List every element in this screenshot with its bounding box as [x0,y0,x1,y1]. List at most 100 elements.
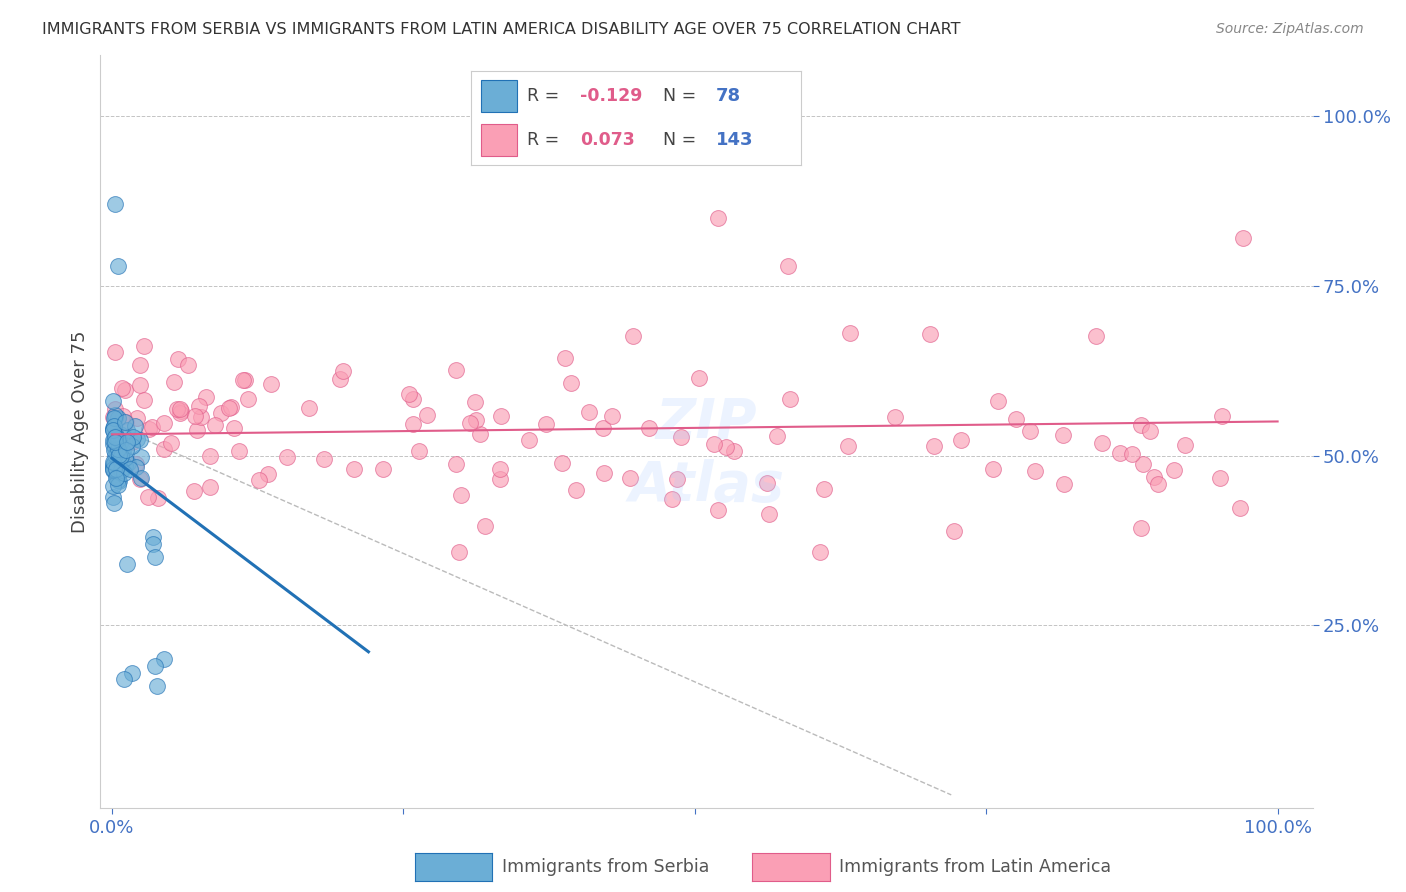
Text: Immigrants from Serbia: Immigrants from Serbia [502,858,709,876]
Point [153,652,176,666]
Point [125,432,148,446]
Point [1121,447,1143,461]
Point [104,442,127,456]
Point [517,433,540,447]
Point [121,434,143,449]
Point [125,410,148,425]
Point [138,422,160,436]
Point [120,462,142,476]
Point [1211,409,1233,423]
Point [103,458,125,473]
Point [219,400,242,414]
Point [101,460,124,475]
Point [169,402,191,417]
Point [758,507,780,521]
FancyBboxPatch shape [481,124,517,156]
Point [489,472,512,486]
Point [105,461,128,475]
Point [103,433,125,447]
Point [124,457,146,471]
Point [1005,412,1028,426]
Point [707,211,730,225]
Point [115,415,138,429]
Point [115,443,138,458]
Point [104,465,127,479]
Point [1085,328,1108,343]
Point [104,435,127,450]
Point [101,434,124,448]
Point [108,448,131,462]
Point [1143,470,1166,484]
Point [922,439,945,453]
Point [329,372,352,386]
Point [464,394,486,409]
Point [124,419,146,434]
Point [551,456,574,470]
Point [103,459,125,474]
Point [104,471,127,485]
Point [115,423,138,437]
Point [714,440,737,454]
Point [450,488,472,502]
Point [101,423,124,437]
Point [949,433,972,447]
Point [661,491,683,506]
Point [141,419,163,434]
Point [236,392,259,406]
Point [232,374,254,388]
Point [1129,418,1152,433]
Point [105,432,128,446]
Point [398,386,420,401]
Point [228,443,250,458]
Point [103,442,125,457]
Point [600,409,623,423]
Point [1229,500,1251,515]
Point [104,401,127,416]
Point [565,483,588,497]
Point [198,449,221,463]
Point [186,423,208,437]
Point [249,474,271,488]
Point [111,443,134,458]
Point [107,432,129,446]
Point [114,415,136,429]
Point [276,450,298,464]
Point [332,364,354,378]
Point [129,358,152,372]
Point [669,430,692,444]
Point [1132,457,1154,471]
Point [111,381,134,395]
Point [103,410,125,425]
Point [107,478,129,492]
Point [170,403,193,417]
Point [108,436,131,450]
Point [449,545,471,559]
Point [187,400,209,414]
Point [489,461,512,475]
Point [121,430,143,444]
Point [103,456,125,470]
Point [723,443,745,458]
Point [838,326,860,341]
Point [808,545,831,559]
Point [233,373,256,387]
Point [101,478,124,492]
Text: 143: 143 [716,131,754,149]
Point [766,428,789,442]
Point [1232,231,1254,245]
Point [103,418,125,433]
Point [619,471,641,485]
Y-axis label: Disability Age Over 75: Disability Age Over 75 [72,331,89,533]
Point [111,463,134,477]
Point [1147,476,1170,491]
Point [883,409,905,424]
Point [224,421,246,435]
Point [104,197,127,211]
Text: ZIP
Atlas: ZIP Atlas [628,396,785,513]
Point [260,377,283,392]
Text: IMMIGRANTS FROM SERBIA VS IMMIGRANTS FROM LATIN AMERICA DISABILITY AGE OVER 75 C: IMMIGRANTS FROM SERBIA VS IMMIGRANTS FRO… [42,22,960,37]
Point [1129,521,1152,535]
Point [444,363,467,377]
Point [104,428,127,442]
Point [688,371,710,385]
